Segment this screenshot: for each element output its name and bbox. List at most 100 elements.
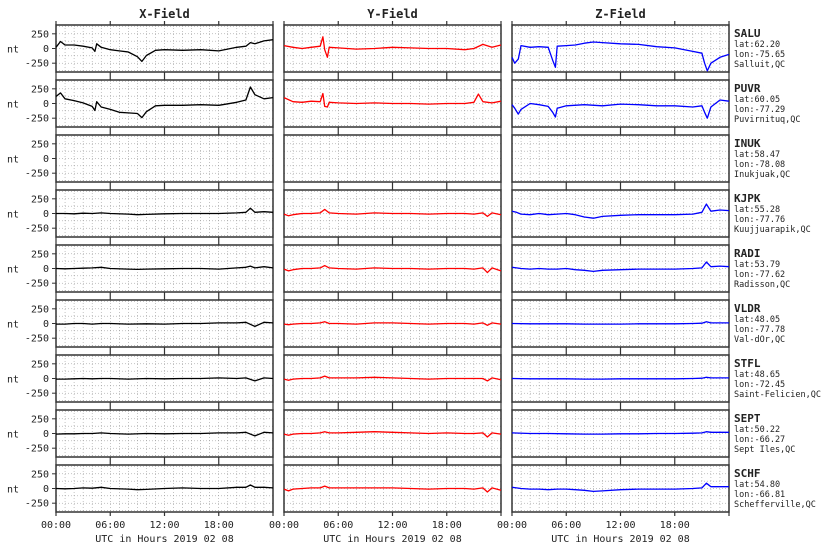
series-line [55, 265, 274, 271]
panel-sept-y [283, 406, 502, 461]
y-tick-label: -250 [25, 444, 49, 455]
panel-salu-y [283, 21, 502, 76]
station-code: INUK [734, 137, 761, 150]
series-line [283, 264, 502, 274]
series-line [56, 321, 274, 328]
panel-stfl-x: 250 0 -250 [25, 351, 274, 406]
y-tick-label: 250 [31, 359, 49, 370]
x-tick-label: 18:00 [204, 520, 234, 531]
x-tick-label: 00:00 [41, 520, 71, 531]
station-lat: lat:58.47 [734, 150, 780, 160]
y-tick-label: 0 [43, 319, 49, 330]
series-line [283, 208, 502, 218]
x-tick-label: 18:00 [660, 520, 690, 531]
x-axes: 00:00 06:00 12:00 18:00 UTC in Hours 2019 02… [41, 520, 690, 545]
panel-kjpk-z [511, 186, 730, 241]
station-lat: lat:48.65 [734, 370, 780, 380]
station-lat: lat:50.22 [734, 425, 780, 435]
y-unit-label: nt [7, 320, 19, 331]
series-line [55, 39, 274, 63]
panel-inuk-z [511, 131, 730, 186]
station-code: SCHF [734, 467, 761, 480]
series-line [511, 321, 729, 325]
panel-puvr-z [511, 76, 730, 131]
y-tick-label: 250 [31, 469, 49, 480]
station-code: VLDR [734, 302, 761, 315]
panel-radi-z [511, 241, 730, 296]
station-place: Saint-Felicien,QC [734, 390, 821, 400]
station-place: Inukjuak,QC [734, 170, 790, 180]
station-lat: lat:54.80 [734, 480, 780, 490]
panel-inuk-y [283, 131, 502, 186]
y-tick-label: -250 [25, 279, 49, 290]
station-place: Schefferville,QC [734, 500, 816, 510]
x-tick-label: 12:00 [377, 520, 407, 531]
x-tick-label: 00:00 [269, 520, 299, 531]
panel-vldr-y [283, 296, 502, 351]
series-line [56, 377, 274, 382]
y-tick-label: 250 [31, 194, 49, 205]
x-tick-label: 06:00 [95, 520, 125, 531]
station-lon: lon:-75.65 [734, 50, 785, 60]
series-line [283, 36, 502, 58]
y-unit-label: nt [7, 265, 19, 276]
station-lon: lon:-77.78 [734, 325, 785, 335]
station-lon: lon:-77.29 [734, 105, 785, 115]
panel-schf-x: 250 0 -250 [25, 461, 274, 516]
station-labels: SALUlat:62.20lon:-75.65Salluit,QCPUVRlat… [734, 27, 821, 510]
panel-grid: nt 250 0 -250 nt 250 0 -250 nt 250 0 -250 nt 250 0 -250… [7, 21, 730, 516]
x-tick-label: 00:00 [497, 520, 527, 531]
series-line [511, 431, 729, 435]
y-tick-label: 250 [31, 249, 49, 260]
panel-kjpk-x: 250 0 -250 [25, 186, 274, 241]
y-unit-label: nt [7, 100, 19, 111]
station-place: Sept Iles,QC [734, 445, 795, 455]
y-unit-label: nt [7, 155, 19, 166]
y-tick-label: -250 [25, 169, 49, 180]
panel-salu-z [511, 21, 730, 76]
column-title-y: Y-Field [367, 7, 418, 21]
y-tick-label: 250 [31, 84, 49, 95]
y-tick-label: 0 [43, 99, 49, 110]
station-code: RADI [734, 247, 761, 260]
station-lon: lon:-66.81 [734, 490, 785, 500]
column-title-z: Z-Field [595, 7, 646, 21]
panel-sept-x: 250 0 -250 [25, 406, 274, 461]
y-tick-label: 0 [43, 484, 49, 495]
series-line [283, 321, 502, 326]
panel-schf-y [283, 461, 502, 516]
panel-salu-x: 250 0 -250 [25, 21, 274, 76]
station-place: Kuujjuarapik,QC [734, 225, 811, 235]
y-tick-label: 0 [43, 374, 49, 385]
series-line [55, 86, 274, 119]
panel-kjpk-y [283, 186, 502, 241]
series-line [511, 261, 730, 273]
station-lat: lat:53.79 [734, 260, 780, 270]
y-tick-label: -250 [25, 389, 49, 400]
y-tick-label: 250 [31, 414, 49, 425]
station-place: Salluit,QC [734, 60, 785, 70]
y-unit-label: nt [7, 210, 19, 221]
station-lon: lon:-77.62 [734, 270, 785, 280]
y-tick-label: 250 [31, 139, 49, 150]
x-axis-label: UTC in Hours 2019 02 08 [323, 534, 461, 545]
series-line [511, 376, 729, 380]
y-unit-label: nt [7, 485, 19, 496]
x-tick-label: 12:00 [605, 520, 635, 531]
x-tick-label: 06:00 [323, 520, 353, 531]
station-lat: lat:48.05 [734, 315, 780, 325]
y-unit-label: nt [7, 375, 19, 386]
panel-vldr-x: 250 0 -250 [25, 296, 274, 351]
column-title-x: X-Field [139, 7, 190, 21]
series-line [283, 92, 502, 108]
x-axis-label: UTC in Hours 2019 02 08 [95, 534, 233, 545]
y-tick-label: 250 [31, 304, 49, 315]
y-tick-label: 0 [43, 264, 49, 275]
y-tick-label: -250 [25, 334, 49, 345]
y-unit-label: nt [7, 430, 19, 441]
panel-vldr-z [511, 296, 730, 351]
panel-sept-z [511, 406, 730, 461]
y-tick-label: 0 [43, 44, 49, 55]
series-line [283, 431, 502, 438]
panel-puvr-x: 250 0 -250 [25, 76, 274, 131]
